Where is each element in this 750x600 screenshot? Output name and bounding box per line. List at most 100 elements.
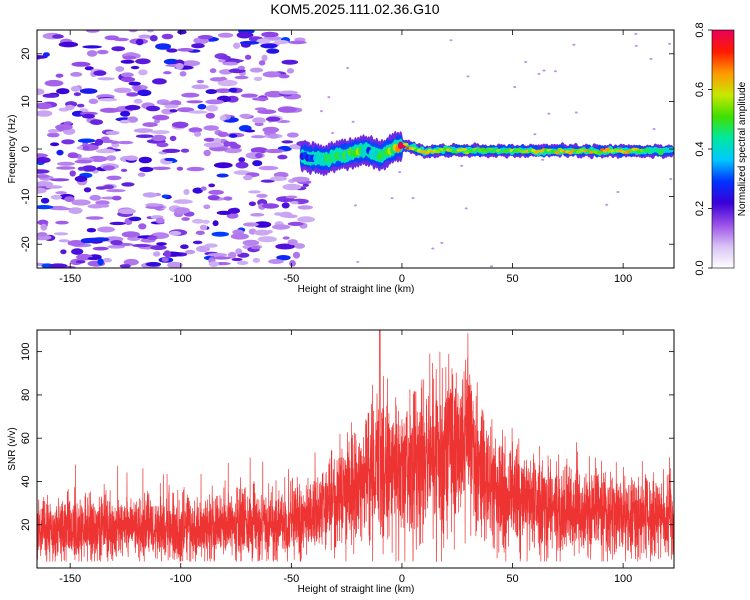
noise-cell	[230, 233, 249, 240]
noise-cell	[115, 66, 125, 72]
noise-cell	[93, 70, 107, 76]
noise-cell	[192, 187, 203, 194]
noise-cell	[242, 222, 259, 227]
noise-cell	[253, 221, 272, 228]
noise-cell	[135, 58, 151, 65]
noise-cell	[231, 257, 243, 262]
noise-cell	[331, 132, 335, 134]
noise-cell	[271, 224, 291, 230]
noise-cell	[53, 207, 71, 211]
signal-cell	[658, 152, 664, 156]
noise-cell	[74, 175, 88, 182]
noise-cell	[145, 203, 162, 207]
noise-cell	[82, 45, 102, 49]
y-tick-label: 80	[20, 389, 32, 401]
noise-cell	[42, 52, 50, 57]
noise-cell	[156, 142, 169, 148]
noise-cell	[302, 183, 309, 187]
noise-cell	[47, 129, 59, 134]
noise-cell	[104, 35, 120, 41]
noise-cell	[275, 243, 295, 250]
noise-cell	[541, 158, 545, 161]
noise-cell	[292, 251, 301, 259]
spectrogram-y-ticks: -20 -10 0 10 20	[20, 48, 674, 252]
noise-cell	[649, 57, 653, 60]
y-tick-label: 0	[20, 146, 32, 152]
noise-cell	[274, 40, 289, 45]
y-tick-label: -10	[20, 189, 32, 205]
noise-cell	[201, 219, 210, 224]
noise-cell	[120, 168, 128, 172]
noise-cell	[537, 72, 541, 75]
noise-cell	[60, 249, 67, 255]
snr-y-ticks: 20 40 60 80 100	[20, 342, 674, 531]
noise-cell	[250, 213, 265, 217]
noise-cell	[208, 183, 216, 188]
noise-cell	[235, 248, 243, 255]
x-tick-label: 100	[614, 573, 632, 585]
noise-cell	[242, 239, 260, 246]
noise-cell	[181, 92, 200, 98]
noise-cell	[254, 107, 267, 111]
noise-cell	[88, 155, 108, 163]
noise-cell	[253, 229, 271, 236]
noise-cell	[553, 70, 557, 73]
noise-cell	[44, 79, 64, 87]
noise-cell	[235, 161, 249, 169]
noise-cell	[198, 35, 214, 40]
noise-cell	[119, 119, 130, 124]
noise-cell	[186, 100, 203, 104]
signal-cell	[597, 151, 603, 155]
noise-cell	[547, 112, 551, 115]
noise-cell	[266, 116, 281, 122]
noise-cell	[106, 189, 126, 193]
colorbar-tick-label: 0.0	[694, 260, 706, 275]
snr-x-label: Height of straight line (km)	[298, 584, 415, 595]
noise-cell	[147, 236, 158, 241]
noise-cell	[209, 68, 217, 74]
x-tick-label: 50	[506, 273, 518, 285]
noise-cell	[86, 50, 98, 57]
noise-cell	[249, 67, 263, 73]
noise-cell	[70, 72, 83, 77]
noise-cell	[287, 132, 299, 138]
noise-cell	[169, 230, 182, 236]
noise-cell	[669, 178, 673, 180]
noise-cell	[99, 107, 120, 113]
x-tick-label: -50	[283, 273, 299, 285]
noise-cell	[37, 110, 53, 117]
noise-cell	[257, 236, 277, 243]
signal-cell	[424, 151, 430, 155]
noise-cell	[262, 71, 281, 78]
noise-cell	[223, 140, 231, 147]
noise-cell	[42, 93, 59, 98]
noise-cell	[277, 106, 297, 113]
noise-cell	[167, 261, 183, 268]
noise-cell	[169, 100, 182, 106]
noise-cell	[102, 165, 115, 171]
noise-cell	[180, 148, 190, 153]
noise-cell	[87, 204, 104, 209]
noise-cell	[262, 203, 280, 209]
noise-cell	[97, 77, 115, 81]
signal-cell	[554, 150, 560, 155]
noise-cell	[199, 224, 208, 231]
noise-cell	[40, 197, 50, 204]
noise-cell	[286, 68, 295, 74]
noise-cell	[105, 130, 120, 135]
noise-cell	[440, 241, 444, 244]
noise-cell	[184, 249, 196, 255]
noise-cell	[248, 201, 256, 207]
noise-cell	[124, 104, 141, 111]
noise-cell	[120, 59, 135, 64]
spectrogram-y-label: Frequency (Hz)	[7, 115, 18, 184]
noise-cell	[142, 192, 158, 198]
noise-cell	[252, 160, 263, 167]
noise-cell	[205, 99, 224, 105]
noise-cell	[634, 44, 638, 47]
noise-cell	[208, 189, 224, 195]
noise-cell	[128, 216, 142, 222]
noise-cell	[212, 220, 219, 227]
noise-cell	[65, 104, 75, 111]
noise-cell	[161, 33, 174, 40]
